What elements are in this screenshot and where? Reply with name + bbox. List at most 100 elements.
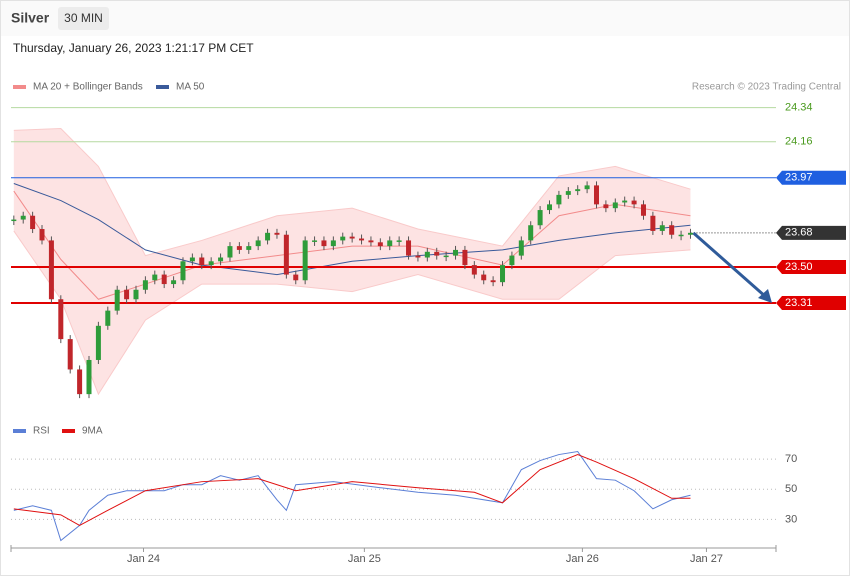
candle xyxy=(255,240,261,247)
level-label-box xyxy=(776,296,846,311)
candle xyxy=(105,310,111,326)
candle xyxy=(133,289,139,300)
candle xyxy=(462,249,468,266)
legend-swatch xyxy=(13,85,26,89)
candle xyxy=(114,289,120,311)
level-label: 23.68 xyxy=(785,227,813,239)
candle xyxy=(349,236,355,239)
candle xyxy=(246,246,252,250)
candle xyxy=(471,265,477,275)
candle xyxy=(481,274,487,281)
candle xyxy=(556,194,562,205)
candle xyxy=(77,369,83,395)
interval-chip[interactable] xyxy=(58,7,109,30)
x-tick-label: Jan 25 xyxy=(348,553,381,565)
x-tick-label: Jan 27 xyxy=(690,553,723,565)
candle xyxy=(48,240,54,300)
candle xyxy=(500,265,506,283)
candle xyxy=(142,280,148,290)
candle xyxy=(321,240,327,247)
level-label: 23.97 xyxy=(785,172,813,184)
legend-swatch xyxy=(13,429,26,433)
bollinger-lower xyxy=(13,230,691,396)
rsi-line xyxy=(13,454,691,526)
candle xyxy=(415,255,421,258)
candle xyxy=(650,215,656,231)
bollinger-upper xyxy=(13,127,691,257)
candle xyxy=(622,200,628,203)
legend-label: RSI xyxy=(33,426,50,437)
candle xyxy=(86,359,92,395)
candle xyxy=(30,215,36,230)
interval[interactable]: 30 MIN xyxy=(64,11,103,25)
candle xyxy=(453,249,459,256)
candle xyxy=(171,280,177,285)
candle xyxy=(39,229,45,241)
legend-label: MA 20 + Bollinger Bands xyxy=(33,82,143,93)
candle xyxy=(490,280,496,283)
candle xyxy=(631,200,637,205)
legend-label: MA 50 xyxy=(176,82,205,93)
candle xyxy=(302,240,308,281)
legend-label: 9MA xyxy=(82,426,103,437)
candle xyxy=(161,274,167,285)
projection-arrowhead xyxy=(758,289,772,303)
candle xyxy=(208,261,214,266)
candle xyxy=(180,261,186,281)
candle xyxy=(20,215,26,220)
level-label: 24.16 xyxy=(785,136,813,148)
candle xyxy=(612,202,618,209)
candle xyxy=(565,191,571,195)
level-label: 23.31 xyxy=(785,297,813,309)
candle xyxy=(518,240,524,256)
candle xyxy=(575,189,581,192)
candle xyxy=(443,255,449,258)
legend-swatch xyxy=(62,429,75,433)
timestamp: Thursday, January 26, 2023 1:21:17 PM CE… xyxy=(13,41,254,55)
candle xyxy=(189,257,195,262)
header-band xyxy=(1,1,849,36)
y-tick-label: 70 xyxy=(785,453,797,465)
candle xyxy=(227,246,233,258)
level-label: 24.34 xyxy=(785,101,813,113)
projection-arrow xyxy=(692,231,767,299)
candle xyxy=(678,234,684,237)
candle xyxy=(218,257,224,262)
candle xyxy=(152,274,158,281)
rsi-line xyxy=(13,450,691,542)
legend-swatch xyxy=(156,85,169,89)
candle xyxy=(330,240,336,247)
candle xyxy=(11,219,17,222)
candle xyxy=(434,251,440,256)
candle xyxy=(584,185,590,190)
level-label-box xyxy=(776,259,846,274)
candle xyxy=(640,204,646,216)
x-tick-label: Jan 24 xyxy=(127,553,160,565)
candle xyxy=(265,232,271,241)
candle xyxy=(547,204,553,211)
candle xyxy=(95,325,101,360)
candle xyxy=(406,240,412,256)
candle xyxy=(396,240,402,242)
candle xyxy=(58,299,64,340)
candle xyxy=(377,242,383,247)
title: Silver xyxy=(11,10,50,26)
candle xyxy=(283,234,289,275)
candle xyxy=(124,289,130,300)
candle xyxy=(603,204,609,209)
candle xyxy=(368,240,374,243)
y-tick-label: 30 xyxy=(785,513,797,525)
x-tick-label: Jan 26 xyxy=(566,553,599,565)
candle xyxy=(340,236,346,241)
candle xyxy=(593,185,599,205)
level-label-box xyxy=(776,170,846,185)
candle xyxy=(659,225,665,231)
candle xyxy=(67,339,73,370)
candle xyxy=(312,240,318,242)
candle xyxy=(387,240,393,247)
candle xyxy=(528,225,534,241)
candle xyxy=(293,274,299,281)
candle xyxy=(509,255,515,266)
